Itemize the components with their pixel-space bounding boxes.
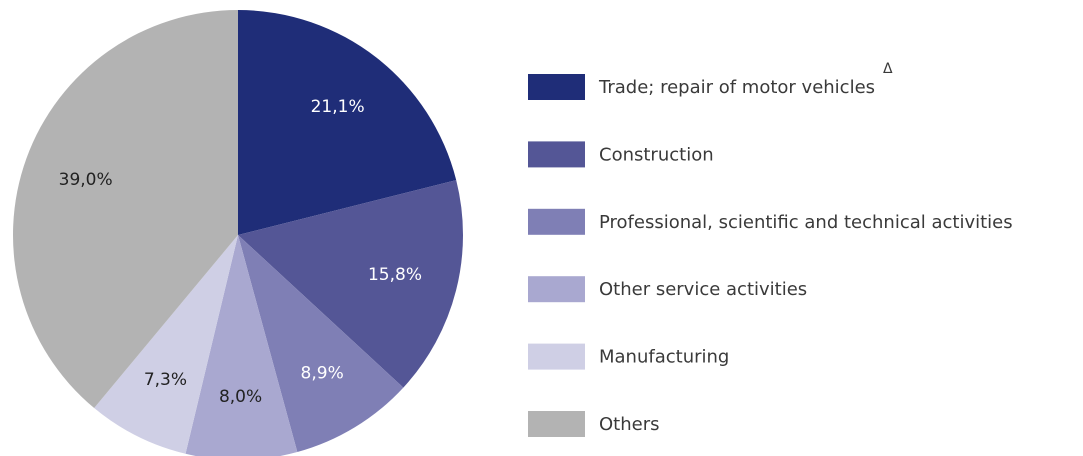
pie-slice (13, 10, 238, 409)
pie-slice (238, 235, 404, 453)
legend-swatch (528, 411, 585, 437)
slice-label: 7,3% (144, 370, 187, 390)
pie-slice (238, 180, 463, 388)
slice-label: 8,0% (219, 387, 262, 407)
legend-swatch (528, 141, 585, 168)
legend-swatch (528, 208, 585, 235)
legend-swatch (528, 343, 585, 370)
annotation: Δ (883, 61, 893, 77)
legend-label: Construction (599, 144, 714, 165)
legend-label: Other service activities (599, 279, 807, 300)
pie-slice (94, 235, 238, 454)
legend-label: Professional, scientific and technical a… (599, 212, 1013, 233)
slice-label: 8,9% (301, 363, 344, 383)
legend-label: Others (599, 414, 660, 435)
pie-slice (185, 235, 298, 456)
legend-label: Manufacturing (599, 347, 729, 368)
legend-label: Trade; repair of motor vehicles (598, 77, 875, 98)
slice-label: 15,8% (368, 265, 422, 285)
slice-label: 39,0% (59, 170, 113, 190)
pie-slice (238, 10, 457, 235)
legend-swatch (528, 74, 585, 100)
legend-swatch (528, 276, 585, 303)
slice-label: 21,1% (311, 97, 365, 117)
